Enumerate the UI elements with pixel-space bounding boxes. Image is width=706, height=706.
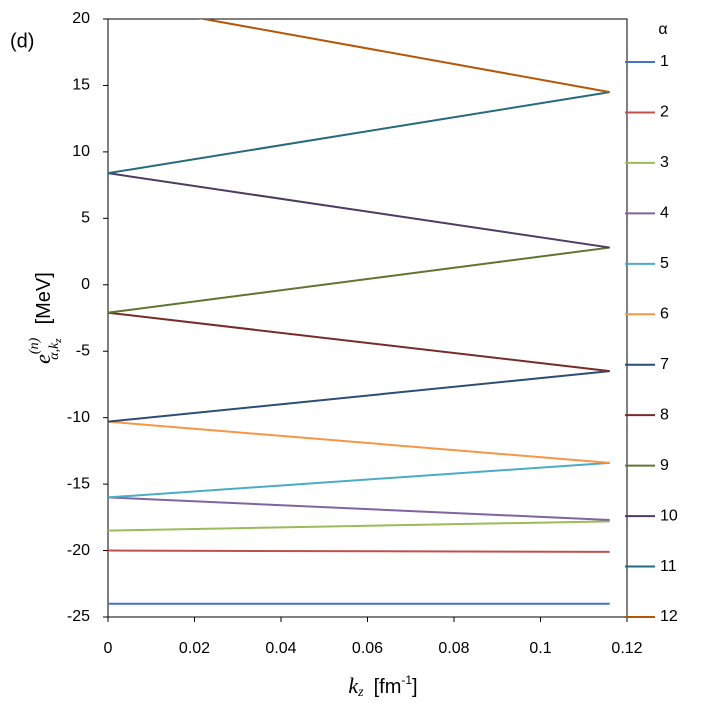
legend-label: 3 xyxy=(660,154,669,171)
x-tick-label: 0.06 xyxy=(352,640,383,657)
y-tick-label: -5 xyxy=(76,342,90,359)
legend-label: 8 xyxy=(660,406,669,423)
legend-label: 7 xyxy=(660,356,669,373)
x-label-unit-sup: -1 xyxy=(401,673,412,687)
x-label-symbol: k xyxy=(348,673,359,698)
y-label-sub: α,k xyxy=(47,342,62,360)
x-tick-label: 0.12 xyxy=(611,640,642,657)
legend-label: 11 xyxy=(660,558,677,575)
series-line xyxy=(198,19,610,94)
y-tick-label: 15 xyxy=(72,77,90,94)
y-label-symbol: e xyxy=(30,354,55,364)
y-tick-label: -20 xyxy=(67,542,90,559)
x-label-unit: [fm xyxy=(374,676,402,698)
series-line xyxy=(108,420,610,464)
legend-label: 6 xyxy=(660,305,669,322)
series-line xyxy=(108,461,610,499)
y-tick-label: -15 xyxy=(67,475,90,492)
y-tick-label: 0 xyxy=(81,276,90,293)
y-tick-label: -25 xyxy=(67,608,90,625)
series-line xyxy=(108,91,610,175)
legend-label: 12 xyxy=(660,608,678,625)
legend-title: α xyxy=(658,21,667,38)
x-tick-label: 0.08 xyxy=(438,640,469,657)
y-label-subsub: z xyxy=(52,338,64,344)
y-tick-label: 20 xyxy=(72,10,90,27)
legend-label: 2 xyxy=(660,104,669,121)
series-line xyxy=(108,246,610,314)
legend-label: 4 xyxy=(660,205,669,222)
y-label-sup: (n) xyxy=(27,337,42,354)
legend-label: 5 xyxy=(660,255,669,272)
series-line xyxy=(108,520,610,532)
x-tick-label: 0.04 xyxy=(265,640,296,657)
x-label-unit-end: ] xyxy=(412,676,418,698)
plot-frame xyxy=(107,18,628,618)
y-tick-label: 5 xyxy=(81,210,90,227)
series-line xyxy=(108,496,610,521)
y-label-unit: [MeV] xyxy=(33,272,55,324)
series-line xyxy=(108,370,610,423)
x-axis-label: kz [fm-1] xyxy=(348,673,417,700)
plot-lines xyxy=(108,19,610,605)
legend-label: 9 xyxy=(660,457,669,474)
x-label-sub: z xyxy=(357,685,364,700)
series-line xyxy=(108,172,610,249)
x-tick-label: 0.02 xyxy=(179,640,210,657)
y-tick-label: 10 xyxy=(72,143,90,160)
legend-label: 10 xyxy=(660,507,678,524)
y-axis-label: e(n) α,kz [MeV] xyxy=(27,272,63,364)
series-line xyxy=(108,549,610,553)
series-line xyxy=(108,311,610,373)
x-tick-label: 0.1 xyxy=(529,640,551,657)
x-tick-label: 0 xyxy=(104,640,113,657)
y-tick-label: -10 xyxy=(67,409,90,426)
panel-label: (d) xyxy=(10,30,34,52)
legend-label: 1 xyxy=(660,53,669,70)
